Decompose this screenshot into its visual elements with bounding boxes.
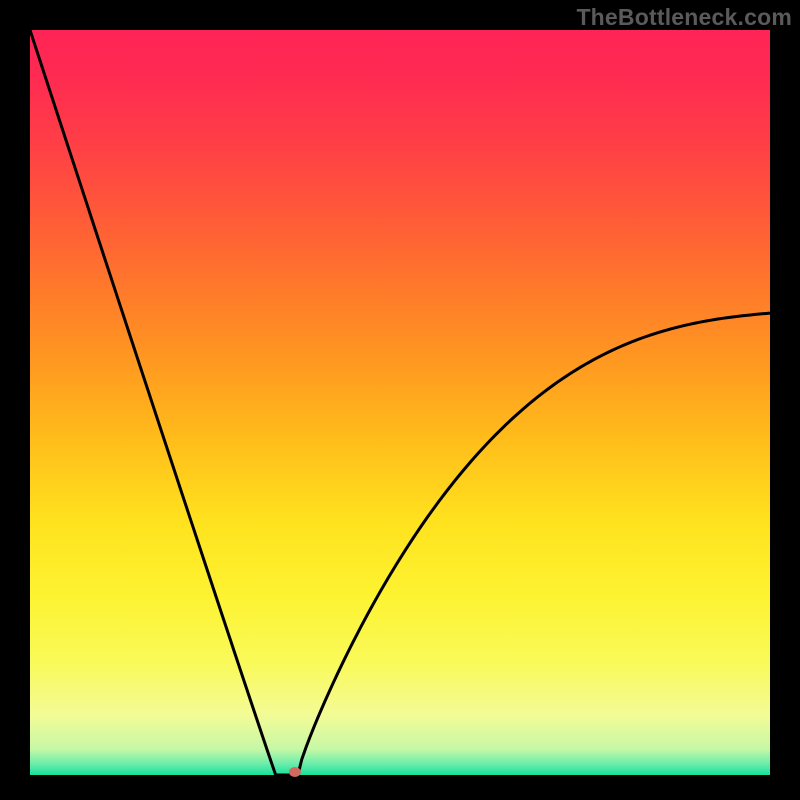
- bottleneck-chart: [0, 0, 800, 800]
- chart-container: TheBottleneck.com: [0, 0, 800, 800]
- plot-background: [30, 30, 770, 775]
- optimal-point-marker: [289, 767, 301, 777]
